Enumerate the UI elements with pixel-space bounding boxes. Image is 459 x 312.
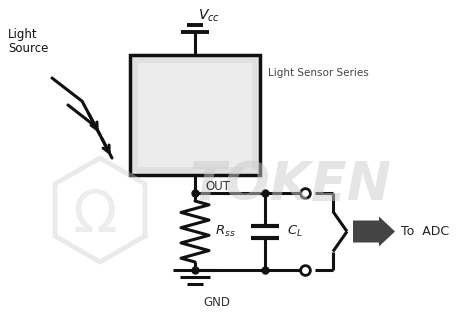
- Text: $R_{ss}$: $R_{ss}$: [214, 224, 235, 239]
- Text: To  ADC: To ADC: [400, 225, 448, 238]
- Text: Light: Light: [8, 28, 38, 41]
- Bar: [138, 63, 252, 167]
- Text: Source: Source: [8, 42, 48, 55]
- Text: Ω: Ω: [73, 187, 117, 243]
- Text: Light Sensor Series: Light Sensor Series: [268, 68, 368, 78]
- Text: GND: GND: [202, 296, 230, 309]
- Text: $V_{cc}$: $V_{cc}$: [197, 8, 219, 24]
- FancyArrow shape: [352, 217, 394, 246]
- Text: TOKEN: TOKEN: [189, 159, 390, 211]
- Text: OUT: OUT: [205, 181, 230, 193]
- Text: $C_L$: $C_L$: [286, 224, 302, 239]
- Bar: [130, 55, 259, 175]
